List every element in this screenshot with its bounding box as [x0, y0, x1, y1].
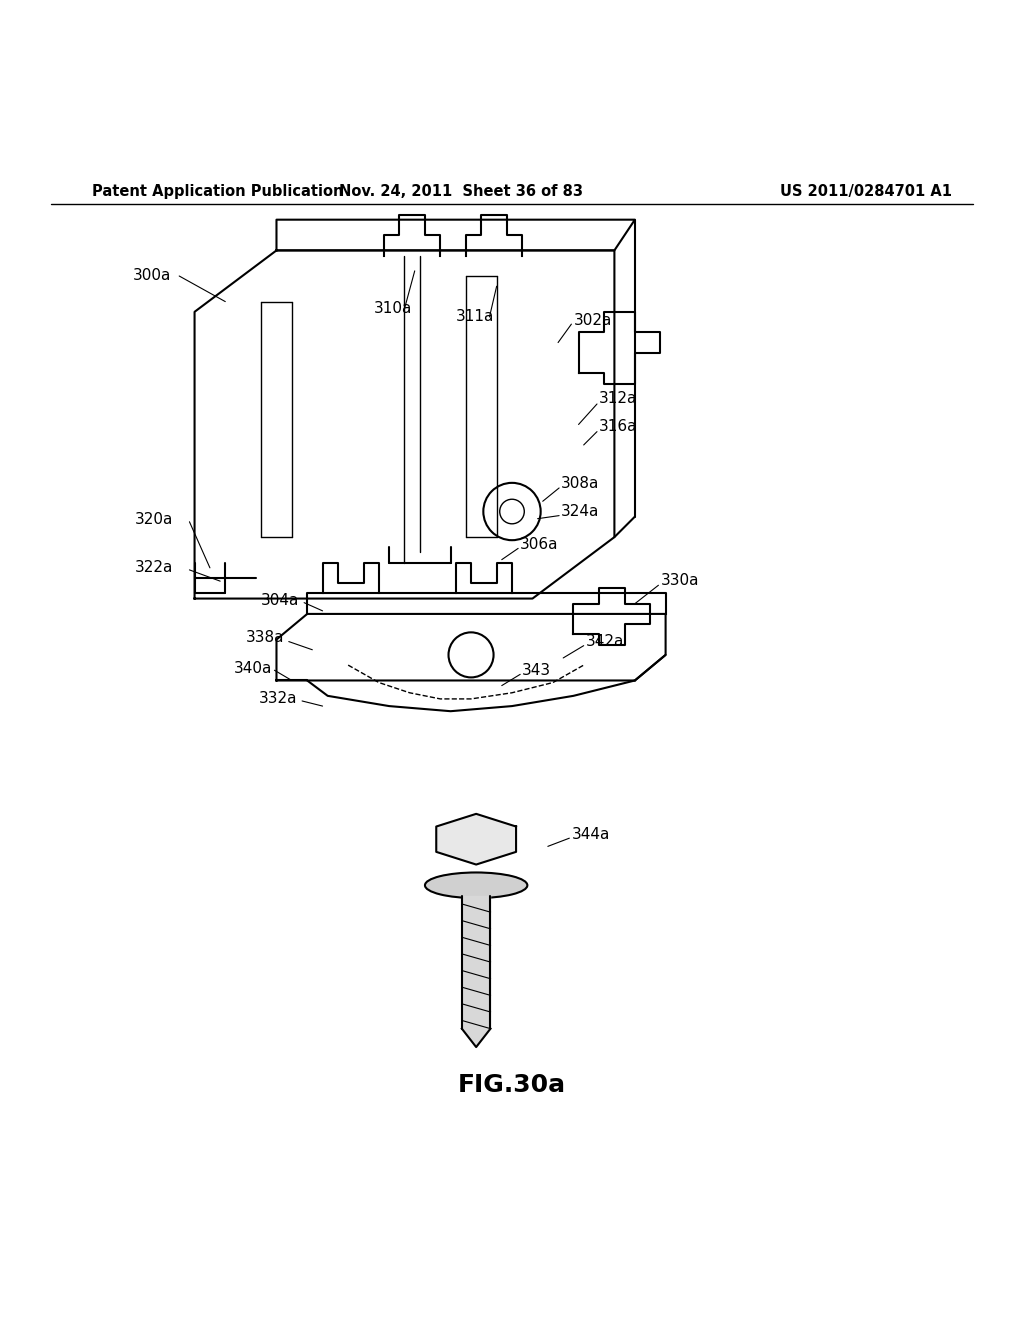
Text: 302a: 302a — [573, 313, 611, 327]
Text: Nov. 24, 2011  Sheet 36 of 83: Nov. 24, 2011 Sheet 36 of 83 — [339, 183, 583, 198]
Ellipse shape — [425, 873, 527, 898]
Polygon shape — [436, 814, 516, 865]
Text: 343: 343 — [522, 663, 551, 677]
Text: 311a: 311a — [456, 309, 494, 325]
Text: 324a: 324a — [561, 504, 599, 519]
Text: Patent Application Publication: Patent Application Publication — [92, 183, 344, 198]
Text: 310a: 310a — [374, 301, 412, 317]
Text: FIG.30a: FIG.30a — [458, 1073, 566, 1097]
Text: 340a: 340a — [233, 661, 271, 676]
Text: 344a: 344a — [571, 826, 609, 842]
Text: 308a: 308a — [561, 477, 599, 491]
Text: 316a: 316a — [599, 418, 638, 434]
Bar — [462, 895, 490, 1028]
Text: US 2011/0284701 A1: US 2011/0284701 A1 — [780, 183, 952, 198]
Text: 332a: 332a — [259, 692, 298, 706]
Polygon shape — [462, 1028, 490, 1047]
Text: 330a: 330a — [660, 573, 699, 587]
Text: 320a: 320a — [135, 512, 173, 527]
Text: 338a: 338a — [246, 630, 285, 645]
Text: 304a: 304a — [261, 593, 299, 609]
Text: 312a: 312a — [599, 391, 637, 407]
Text: 300a: 300a — [133, 268, 171, 284]
Text: 342a: 342a — [586, 634, 624, 649]
Text: 306a: 306a — [520, 537, 559, 552]
Text: 322a: 322a — [135, 560, 173, 576]
